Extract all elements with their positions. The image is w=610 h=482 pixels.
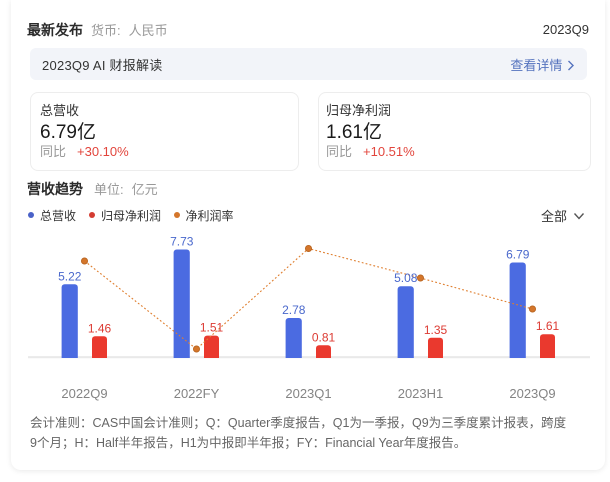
svg-text:2023H1: 2023H1 [398, 386, 444, 401]
svg-text:2023Q9: 2023Q9 [509, 386, 555, 401]
svg-text:5.22: 5.22 [58, 269, 82, 283]
svg-text:6.79: 6.79 [506, 248, 530, 262]
svg-text:7.73: 7.73 [170, 235, 194, 249]
svg-text:2022FY: 2022FY [174, 386, 220, 401]
svg-text:1.61: 1.61 [536, 319, 560, 333]
svg-text:0.81: 0.81 [312, 330, 336, 344]
svg-text:2022Q9: 2022Q9 [61, 386, 107, 401]
svg-text:2.78: 2.78 [282, 303, 306, 317]
svg-text:1.35: 1.35 [424, 323, 448, 337]
svg-text:5.08: 5.08 [394, 271, 418, 285]
svg-text:1.51: 1.51 [200, 321, 224, 335]
svg-text:1.46: 1.46 [88, 321, 112, 335]
svg-text:2023Q1: 2023Q1 [285, 386, 331, 401]
